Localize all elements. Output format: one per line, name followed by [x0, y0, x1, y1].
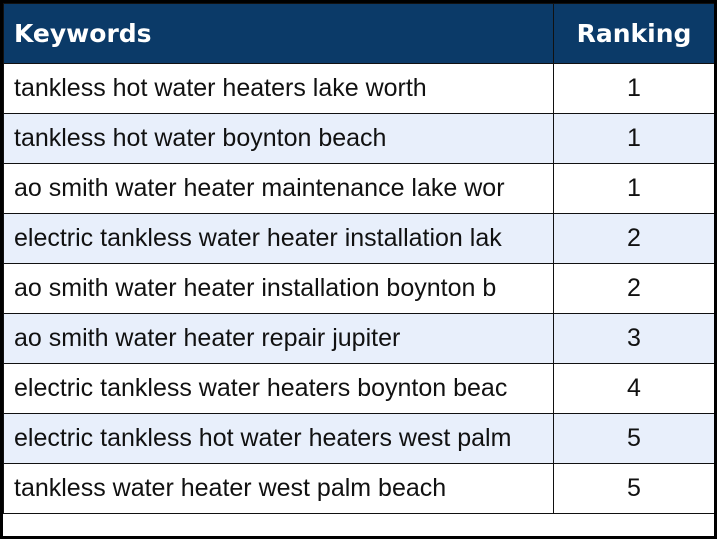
ranking-cell: 5: [553, 413, 714, 464]
keyword-cell: electric tankless water heater installat…: [3, 213, 554, 264]
keyword-table: Keywords Ranking tankless hot water heat…: [3, 3, 714, 514]
keyword-cell: tankless hot water boynton beach: [3, 113, 554, 164]
table-row: electric tankless water heaters boynton …: [3, 363, 714, 414]
keyword-cell: ao smith water heater maintenance lake w…: [3, 163, 554, 214]
keyword-cell: tankless water heater west palm beach: [3, 463, 554, 514]
ranking-cell: 1: [553, 63, 714, 114]
ranking-cell: 1: [553, 113, 714, 164]
keyword-cell: electric tankless hot water heaters west…: [3, 413, 554, 464]
header-row: Keywords Ranking: [3, 3, 714, 64]
keyword-cell: tankless hot water heaters lake worth: [3, 63, 554, 114]
table-row: ao smith water heater installation boynt…: [3, 263, 714, 314]
table-row: ao smith water heater repair jupiter 3: [3, 313, 714, 364]
table-row: tankless water heater west palm beach 5: [3, 463, 714, 514]
ranking-cell: 5: [553, 463, 714, 514]
ranking-cell: 2: [553, 213, 714, 264]
ranking-cell: 2: [553, 263, 714, 314]
header-cell: Keywords: [3, 3, 554, 64]
table-row: tankless hot water boynton beach 1: [3, 113, 714, 164]
table-row: electric tankless hot water heaters west…: [3, 413, 714, 464]
table-row: tankless hot water heaters lake worth 1: [3, 63, 714, 114]
ranking-cell: 3: [553, 313, 714, 364]
keyword-cell: electric tankless water heaters boynton …: [3, 363, 554, 414]
keyword-cell: ao smith water heater repair jupiter: [3, 313, 554, 364]
table-row: ao smith water heater maintenance lake w…: [3, 163, 714, 214]
header-cell: Ranking: [553, 3, 714, 64]
table-row: electric tankless water heater installat…: [3, 213, 714, 264]
ranking-cell: 1: [553, 163, 714, 214]
ranking-cell: 4: [553, 363, 714, 414]
keyword-cell: ao smith water heater installation boynt…: [3, 263, 554, 314]
table-body: tankless hot water heaters lake worth 1 ta…: [3, 63, 714, 514]
